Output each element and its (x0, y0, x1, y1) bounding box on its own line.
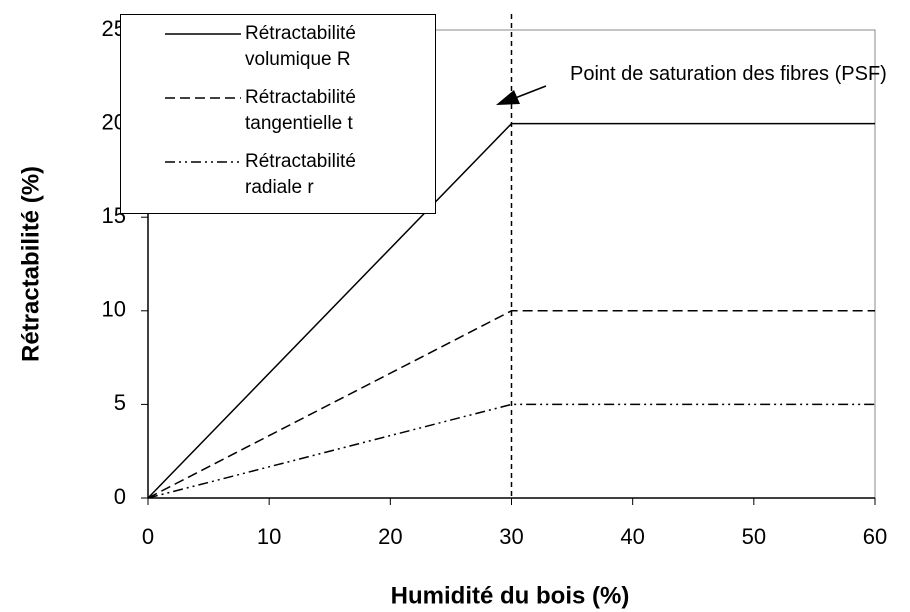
series-line (147, 403, 875, 499)
x-tick-label: 40 (620, 524, 644, 549)
x-tick-label: 50 (742, 524, 766, 549)
legend-samples (165, 33, 241, 163)
annotation-arrowhead (496, 90, 520, 105)
y-axis-title: Rétractabilité (%) (17, 166, 44, 362)
y-tick-label: 10 (102, 297, 126, 322)
series-line (147, 122, 875, 499)
y-tick-label: 5 (114, 390, 126, 415)
legend-label: Rétractabilité radiale r (245, 151, 356, 198)
x-tick-label: 60 (863, 524, 887, 549)
x-axis-title: Humidité du bois (%) (391, 582, 630, 609)
legend: Rétractabilité volumique R Rétractabilité… (120, 14, 436, 214)
x-tick-label: 0 (142, 524, 154, 549)
y-tick-label: 0 (114, 484, 126, 509)
legend-label: Rétractabilité tangentielle t (245, 87, 356, 134)
annotation: Point de saturation des fibres (PSF) (570, 63, 887, 85)
x-tick-label: 30 (499, 524, 523, 549)
x-tick-label: 10 (257, 524, 281, 549)
legend-label: Rétractabilité volumique R (245, 23, 356, 70)
series-line (147, 310, 875, 499)
x-tick-label: 20 (378, 524, 402, 549)
